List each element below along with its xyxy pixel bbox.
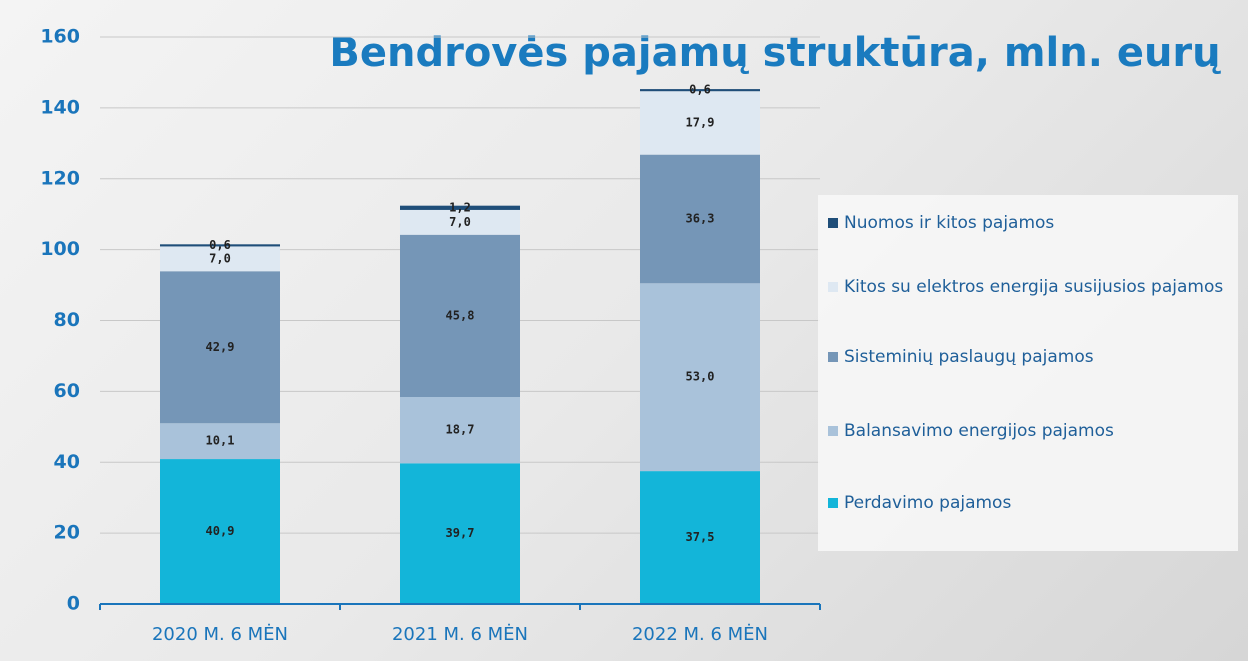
value-label: 37,5 [686, 530, 715, 544]
legend-label: Nuomos ir kitos pajamos [844, 213, 1055, 233]
legend-item: Balansavimo energijos pajamos [828, 417, 1224, 445]
bar-segment [160, 246, 280, 272]
y-tick-label: 100 [40, 238, 80, 260]
value-label: 39,7 [446, 526, 475, 540]
y-tick-label: 0 [67, 593, 80, 615]
bar-segment [640, 471, 760, 604]
value-label: 10,1 [206, 434, 235, 448]
legend-item: Perdavimo pajamos [828, 489, 1224, 517]
y-tick-label: 60 [54, 380, 80, 402]
value-label: 7,0 [449, 215, 471, 229]
value-label: 1,2 [449, 200, 471, 214]
bar-segment [640, 89, 760, 92]
legend-label: Sisteminių paslaugų pajamos [844, 347, 1094, 367]
y-tick-label: 120 [40, 167, 80, 189]
value-label: 0,6 [209, 238, 231, 252]
bar-segment [400, 205, 520, 210]
value-label: 40,9 [206, 524, 235, 538]
legend-item: Nuomos ir kitos pajamos [828, 209, 1224, 237]
value-label: 7,0 [209, 251, 231, 265]
y-tick-label: 80 [54, 309, 80, 331]
bar-segment [640, 283, 760, 472]
value-label: 42,9 [206, 340, 235, 354]
x-tick-label: 2021 M. 6 MĖN [392, 624, 528, 645]
x-tick-label: 2020 M. 6 MĖN [152, 624, 288, 645]
value-labels: 40,910,142,97,00,639,718,745,87,01,237,5… [206, 83, 715, 544]
value-label: 0,6 [689, 83, 711, 97]
y-tick-label: 20 [54, 522, 80, 544]
value-label: 36,3 [686, 211, 715, 225]
y-tick-label: 160 [40, 26, 80, 48]
bar-segment [400, 463, 520, 604]
bar-segment [400, 397, 520, 464]
legend-swatch [828, 498, 838, 508]
legend-label: Perdavimo pajamos [844, 493, 1012, 513]
legend-swatch [828, 352, 838, 362]
bar-segment [160, 423, 280, 460]
legend-item: Sisteminių paslaugų pajamos [828, 343, 1224, 371]
legend-item: Kitos su elektros energija susijusios pa… [828, 273, 1224, 301]
bar-segment [640, 91, 760, 155]
value-label: 53,0 [686, 370, 715, 384]
bars [160, 89, 760, 604]
value-label: 18,7 [446, 423, 475, 437]
value-label: 45,8 [446, 308, 475, 322]
legend-swatch [828, 218, 838, 228]
bar-segment [400, 209, 520, 235]
x-tick-label: 2022 M. 6 MĖN [632, 624, 768, 645]
value-label: 17,9 [686, 115, 715, 129]
legend-label: Kitos su elektros energija susijusios pa… [844, 277, 1224, 297]
y-tick-label: 140 [40, 96, 80, 118]
bar-segment [400, 234, 520, 398]
y-tick-label: 40 [54, 451, 80, 473]
legend: Nuomos ir kitos pajamos Kitos su elektros… [818, 195, 1238, 551]
bar-segment [640, 154, 760, 284]
legend-label: Balansavimo energijos pajamos [844, 421, 1114, 441]
legend-swatch [828, 282, 838, 292]
bar-segment [160, 244, 280, 247]
legend-swatch [828, 426, 838, 436]
bar-segment [160, 271, 280, 424]
bar-segment [160, 459, 280, 604]
chart-title: Bendrovės pajamų struktūra, mln. eurų [329, 30, 1221, 76]
